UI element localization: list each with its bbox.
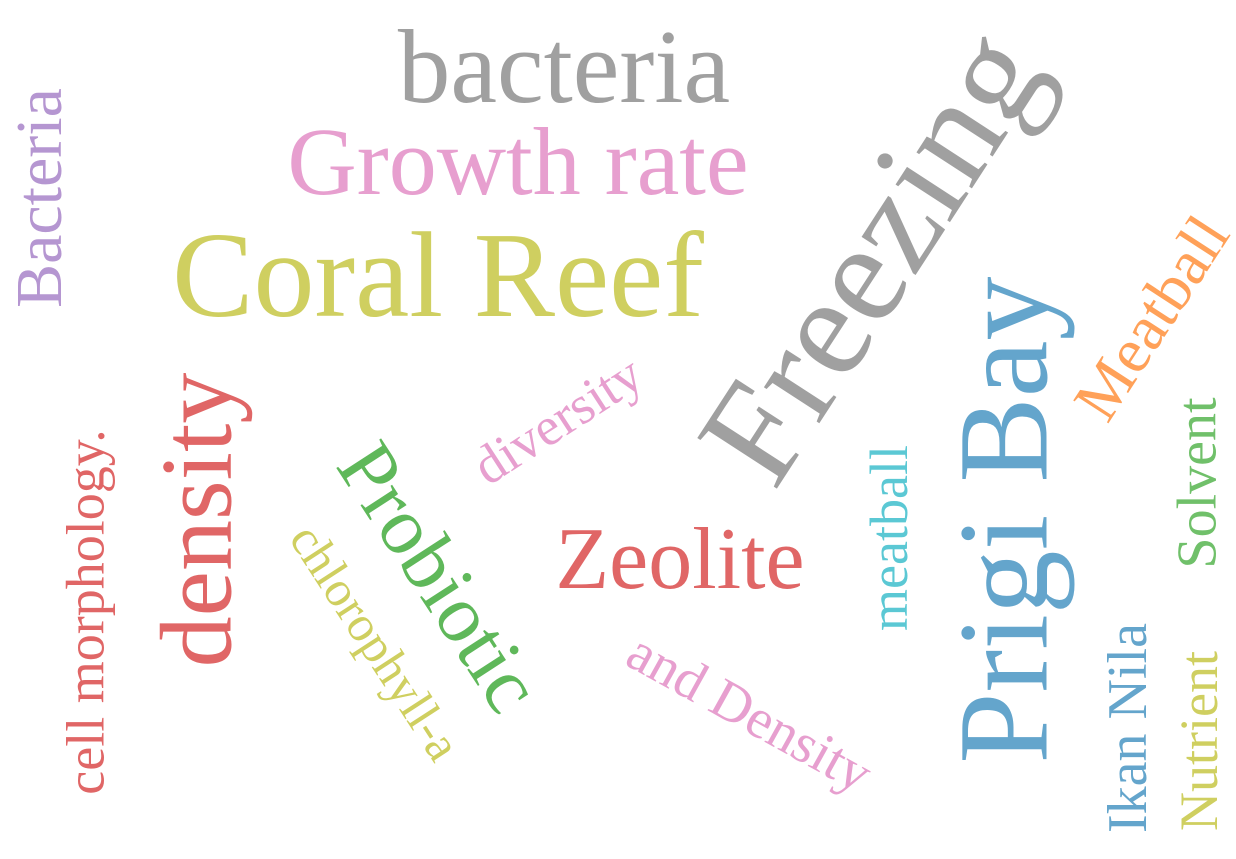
word-cell-morphology: cell morphology. <box>56 429 116 795</box>
word-nutrient: Nutrient <box>1169 651 1229 831</box>
word-prigi-bay: Prigi Bay <box>933 276 1075 764</box>
word-growth-rate: Growth rate <box>287 108 749 215</box>
word-ikan-nila: Ikan Nila <box>1096 623 1159 833</box>
word-diversity: diversity <box>461 343 653 497</box>
word-bacteria-capital: Bacteria <box>3 88 77 308</box>
word-zeolite: Zeolite <box>555 511 805 608</box>
word-solvent: Solvent <box>1167 397 1229 569</box>
word-and-density: and Density <box>617 620 883 806</box>
word-meatball-lower: meatball <box>858 445 919 631</box>
word-density: density <box>140 372 253 668</box>
word-coral-reef: Coral Reef <box>172 208 704 343</box>
word-bacteria-lower: bacteria <box>397 7 731 125</box>
